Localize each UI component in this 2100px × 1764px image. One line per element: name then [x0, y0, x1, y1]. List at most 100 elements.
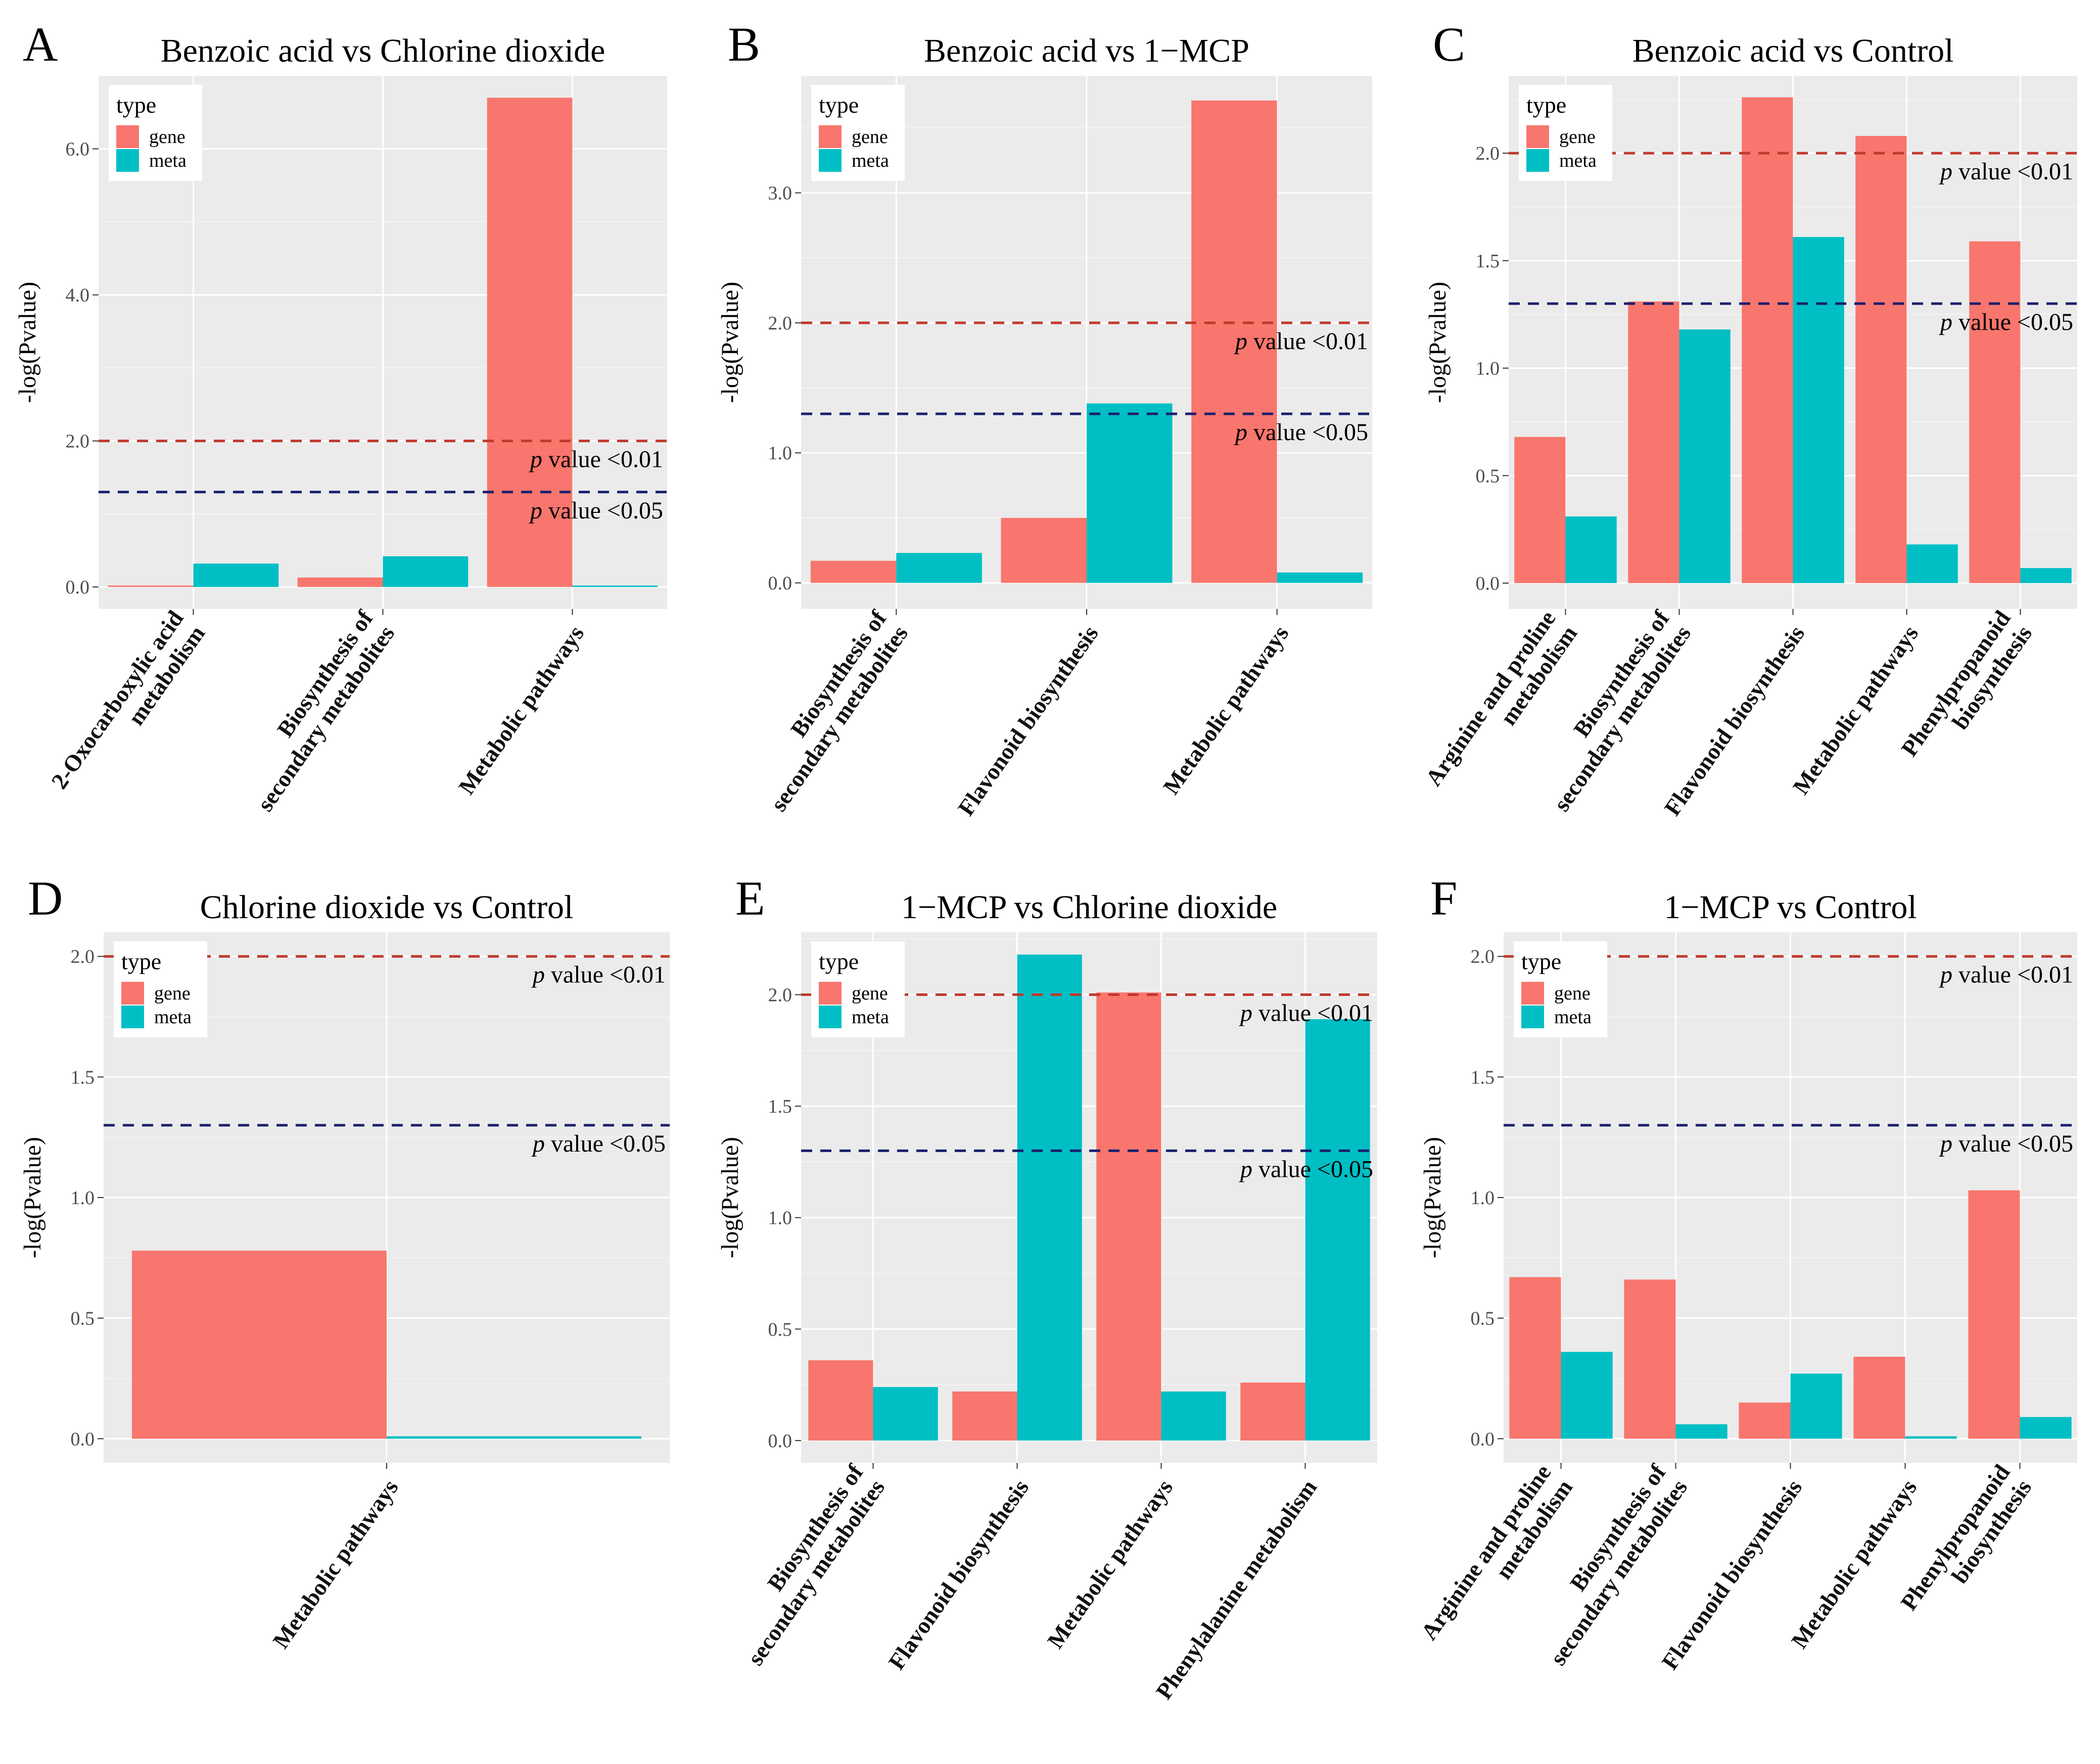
- y-axis-label: -log(Pvalue): [19, 1137, 46, 1258]
- legend-key-meta: [1526, 149, 1549, 172]
- annotation-p001: p value <0.01: [1939, 158, 2073, 185]
- annotation-p005-text: value <0.05: [1247, 419, 1368, 446]
- y-axis-label: -log(Pvalue): [717, 282, 743, 403]
- y-tick-label: 1.5: [768, 1096, 792, 1117]
- panel-letter: A: [23, 17, 58, 71]
- bar-meta: [1017, 955, 1082, 1441]
- legend-key-meta: [819, 1006, 842, 1028]
- annotation-p001: p value <0.01: [1234, 328, 1368, 355]
- y-tick-label: 0.5: [1471, 1308, 1495, 1329]
- annotation-p005: p value <0.05: [1234, 419, 1368, 446]
- y-tick-label: 4.0: [66, 285, 90, 306]
- bar-gene: [132, 1251, 387, 1439]
- bar-meta: [387, 1436, 641, 1439]
- panel-letter: F: [1430, 871, 1457, 925]
- legend-key-meta: [121, 1006, 144, 1028]
- legend-label-gene: gene: [1554, 983, 1591, 1004]
- legend-label-meta: meta: [852, 1007, 889, 1028]
- bar-gene: [108, 585, 194, 587]
- bar-meta: [1305, 1019, 1370, 1441]
- bar-gene: [1853, 1357, 1905, 1439]
- legend-label-meta: meta: [1554, 1007, 1592, 1028]
- y-tick-label: 0.0: [768, 1431, 792, 1452]
- annotation-p005-text: value <0.05: [542, 497, 663, 524]
- y-tick-label: 2.0: [768, 985, 792, 1006]
- bar-gene: [810, 560, 897, 583]
- legend: type gene meta: [811, 941, 905, 1037]
- annotation-p001-p: p: [529, 446, 542, 473]
- panel-title: Benzoic acid vs Chlorine dioxide: [161, 32, 605, 69]
- annotation-p001-p: p: [1939, 158, 1952, 185]
- bar-gene: [1096, 992, 1161, 1441]
- annotation-p005-p: p: [1239, 1156, 1252, 1182]
- panel-letter: D: [28, 871, 63, 925]
- y-axis-label: -log(Pvalue): [1424, 282, 1451, 403]
- legend-key-gene: [116, 125, 139, 148]
- annotation-p005-text: value <0.05: [1252, 1156, 1373, 1182]
- annotation-p005-p: p: [1939, 1130, 1952, 1157]
- y-tick-label: 1.0: [1476, 358, 1500, 379]
- bar-meta: [1565, 516, 1617, 583]
- bar-gene: [1855, 136, 1907, 583]
- annotation-p005-text: value <0.05: [545, 1130, 666, 1157]
- panel-title: Benzoic acid vs 1−MCP: [924, 32, 1249, 69]
- y-tick-label: 2.0: [1471, 946, 1495, 968]
- annotation-p001-p: p: [1239, 1000, 1252, 1027]
- bar-gene: [1509, 1277, 1561, 1439]
- annotation-p005: p value <0.05: [1939, 309, 2073, 336]
- y-tick-label: 0.0: [1476, 573, 1500, 594]
- bar-gene: [1624, 1279, 1676, 1439]
- y-tick-label: 0.5: [768, 1319, 792, 1340]
- bar-meta: [1277, 572, 1363, 583]
- bar-meta: [1087, 403, 1173, 583]
- legend-key-gene: [819, 982, 842, 1005]
- panel-letter: C: [1433, 17, 1465, 71]
- legend-label-meta: meta: [852, 150, 889, 171]
- bar-gene: [1240, 1382, 1305, 1441]
- legend-title: type: [1521, 948, 1561, 974]
- legend-label-gene: gene: [852, 983, 888, 1004]
- y-tick-label: 2.0: [1476, 143, 1500, 164]
- bar-meta: [1561, 1352, 1613, 1439]
- bar-meta: [1906, 544, 1958, 583]
- legend-key-meta: [116, 149, 139, 172]
- legend-label-meta: meta: [154, 1007, 192, 1028]
- legend-label-meta: meta: [149, 150, 186, 171]
- bar-meta: [1905, 1436, 1957, 1439]
- annotation-p001-p: p: [1939, 962, 1952, 988]
- y-tick-label: 1.5: [71, 1067, 95, 1088]
- legend-key-gene: [1526, 125, 1549, 148]
- bar-meta: [383, 556, 469, 587]
- bar-meta: [1790, 1373, 1842, 1439]
- y-tick-label: 0.0: [71, 1428, 95, 1450]
- y-tick-label: 2.0: [768, 313, 792, 334]
- y-axis-label: -log(Pvalue): [14, 282, 41, 403]
- annotation-p001-text: value <0.01: [545, 962, 666, 988]
- legend-key-gene: [121, 982, 144, 1005]
- bar-gene: [1514, 437, 1566, 583]
- annotation-p001: p value <0.01: [1239, 1000, 1373, 1027]
- bar-meta: [896, 553, 982, 583]
- bar-meta: [1679, 329, 1731, 583]
- legend-key-meta: [819, 149, 842, 172]
- annotation-p001-text: value <0.01: [542, 446, 663, 473]
- panel-e: E 1−MCP vs Chlorine dioxide 0.0 0.5 1.0 1.5 2.…: [717, 871, 1377, 1704]
- y-tick-label: 1.0: [1471, 1187, 1495, 1209]
- bar-gene: [952, 1391, 1017, 1441]
- y-tick-label: 3.0: [768, 183, 792, 204]
- legend-title: type: [819, 948, 859, 974]
- bar-meta: [193, 563, 279, 587]
- bar-gene: [1742, 97, 1793, 583]
- bar-meta: [2020, 1417, 2072, 1439]
- legend-key-gene: [819, 125, 842, 148]
- bar-meta: [1675, 1424, 1728, 1439]
- panel-title: 1−MCP vs Control: [1664, 889, 1917, 926]
- panel-title: Chlorine dioxide vs Control: [200, 889, 574, 926]
- legend-label-gene: gene: [852, 126, 888, 148]
- y-axis-label: -log(Pvalue): [1419, 1137, 1446, 1258]
- y-tick-label: 0.0: [66, 577, 90, 598]
